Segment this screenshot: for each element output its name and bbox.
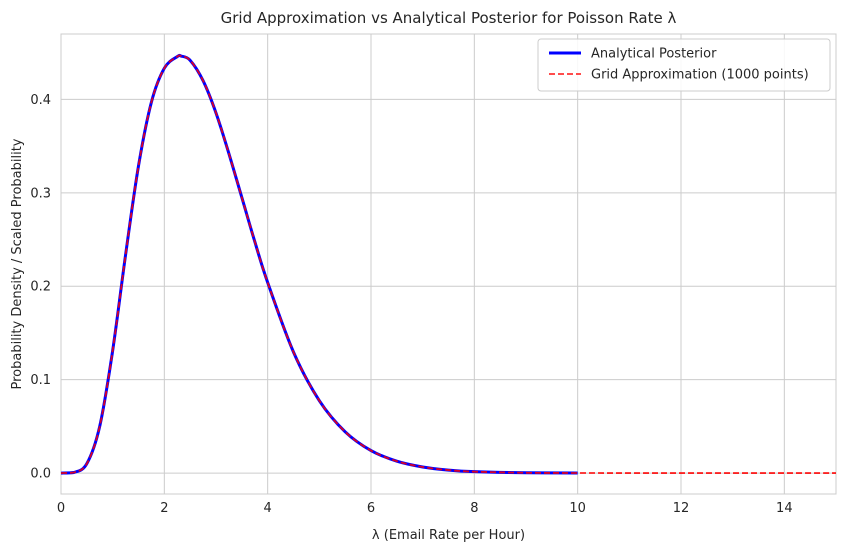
x-tick-label: 14 — [776, 501, 793, 516]
y-tick-label: 0.3 — [30, 186, 51, 201]
y-tick-label: 0.2 — [30, 280, 51, 295]
x-tick-label: 12 — [673, 501, 690, 516]
series-line-grid-approximation — [60, 54, 836, 474]
legend-label-grid: Grid Approximation (1000 points) — [591, 68, 809, 83]
x-tick-label: 6 — [367, 501, 375, 516]
y-tick-label: 0.0 — [30, 467, 51, 482]
series-layer — [60, 53, 836, 475]
legend: Analytical Posterior Grid Approximation … — [537, 38, 831, 92]
x-axis-ticks: 0 2 4 6 8 10 12 14 — [57, 501, 793, 516]
x-tick-label: 0 — [57, 501, 65, 516]
x-tick-label: 10 — [569, 501, 586, 516]
x-tick-label: 4 — [264, 501, 272, 516]
chart-title: Grid Approximation vs Analytical Posteri… — [221, 9, 677, 27]
x-tick-label: 8 — [470, 501, 478, 516]
y-tick-label: 0.4 — [30, 93, 51, 108]
x-axis-label: λ (Email Rate per Hour) — [372, 528, 525, 543]
y-tick-label: 0.1 — [30, 373, 51, 388]
y-axis-label: Probability Density / Scaled Probability — [10, 138, 25, 389]
x-tick-label: 2 — [160, 501, 168, 516]
legend-box — [537, 38, 831, 92]
plot-background — [60, 33, 837, 495]
grid — [60, 34, 836, 494]
legend-label-analytical: Analytical Posterior — [591, 47, 717, 62]
y-axis-ticks: 0.0 0.1 0.2 0.3 0.4 — [30, 93, 51, 482]
